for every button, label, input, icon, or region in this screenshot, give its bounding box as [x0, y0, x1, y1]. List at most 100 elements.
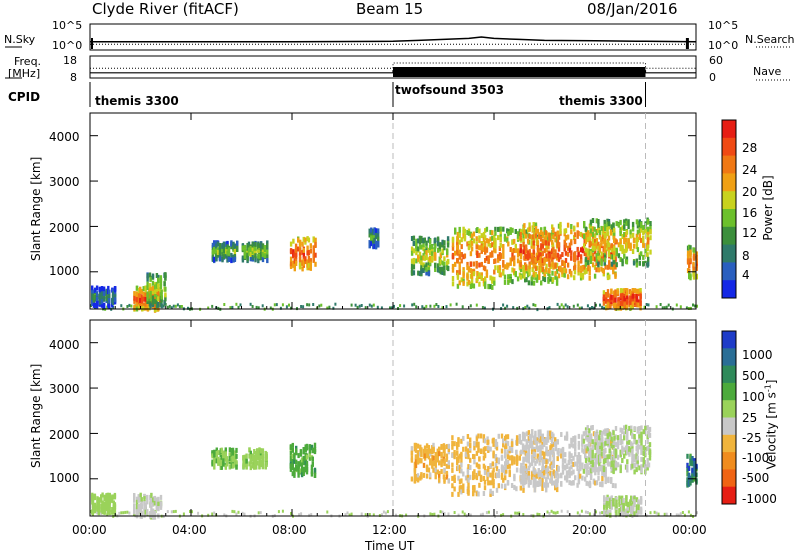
data-cell-blob-10 — [563, 239, 566, 245]
data-cell-blob-2 — [217, 460, 220, 466]
data-cell-blob-8 — [451, 276, 455, 281]
data-cell-blob-2 — [215, 450, 218, 456]
data-cell-blob-3 — [230, 252, 233, 258]
data-cell-blob-2 — [155, 273, 159, 278]
velocity-colorbar-swatch — [722, 452, 736, 470]
data-cell-blob-5 — [416, 473, 420, 479]
data-cell-blob-0 — [111, 507, 114, 512]
data-cell-blob-10 — [528, 222, 531, 228]
data-cell-blob-3 — [218, 243, 222, 248]
data-cell-blob-6 — [489, 480, 492, 486]
data-cell-blob-10 — [540, 264, 543, 270]
data-cell-blob-9 — [502, 270, 505, 276]
ground-scatter-cell — [328, 305, 331, 309]
data-cell-blob-8 — [549, 452, 552, 457]
data-cell-blob-6 — [453, 474, 456, 480]
data-cell-blob-7 — [418, 254, 422, 260]
data-cell-blob-9 — [594, 444, 597, 450]
data-cell-blob-8 — [568, 456, 571, 461]
data-cell-blob-7 — [527, 458, 530, 464]
data-cell-blob-7 — [523, 449, 526, 455]
data-cell-blob-9 — [648, 442, 652, 448]
data-cell-blob-8 — [560, 453, 563, 459]
data-cell-blob-8 — [570, 470, 573, 476]
data-cell-blob-8 — [475, 260, 478, 266]
data-cell-blob-1 — [135, 301, 139, 307]
data-cell-blob-10 — [525, 254, 528, 259]
ground-scatter-cell — [386, 510, 389, 514]
data-cell-blob-8 — [610, 477, 613, 482]
data-cell-blob-10 — [583, 269, 586, 275]
data-cell-blob-10 — [618, 495, 621, 501]
data-cell-blob-10 — [593, 238, 597, 244]
data-cell-blob-7 — [518, 436, 521, 442]
data-cell-blob-8 — [454, 227, 457, 233]
data-cell-blob-0 — [106, 508, 109, 514]
data-cell-blob-10 — [581, 265, 585, 271]
data-cell-blob-7 — [434, 262, 437, 268]
data-cell-blob-0 — [100, 503, 103, 509]
data-cell-blob-9 — [514, 243, 517, 249]
velocity-colorbar-swatch — [722, 469, 736, 488]
data-cell-blob-10 — [564, 250, 568, 256]
data-cell-blob-5 — [432, 455, 435, 461]
data-cell-blob-10 — [532, 263, 535, 269]
data-cell-blob-7 — [446, 266, 450, 272]
data-cell-blob-7 — [515, 435, 519, 441]
data-cell-blob-12 — [637, 289, 640, 294]
data-cell-blob-8 — [541, 473, 544, 479]
data-cell-blob-4 — [251, 246, 254, 252]
time-tick-24: 00:00 — [672, 523, 707, 537]
data-cell-blob-10 — [601, 256, 605, 262]
ground-scatter-cell — [663, 512, 666, 516]
data-cell-blob-9 — [635, 439, 638, 445]
ground-scatter-cell — [546, 510, 549, 514]
data-cell-blob-10 — [563, 272, 566, 278]
ground-scatter-cell — [447, 512, 450, 516]
data-cell-blob-7 — [515, 440, 519, 446]
data-cell-blob-11 — [617, 222, 621, 228]
data-cell-blob-5 — [427, 467, 431, 473]
data-cell-blob-5 — [425, 451, 429, 456]
data-cell-blob-2 — [235, 447, 238, 453]
data-cell-blob-8 — [604, 437, 607, 443]
data-cell-blob-7 — [417, 246, 420, 252]
data-cell-blob-8 — [534, 433, 537, 439]
data-cell-blob-2 — [228, 453, 232, 458]
ground-scatter-cell — [647, 303, 650, 307]
data-cell-blob-8 — [462, 254, 465, 260]
data-cell-blob-7 — [410, 263, 414, 269]
data-cell-blob-9 — [610, 456, 613, 462]
data-cell-blob-10 — [552, 234, 555, 240]
data-cell-blob-9 — [636, 443, 639, 449]
data-cell-blob-8 — [564, 435, 567, 441]
ground-scatter-cell — [522, 513, 525, 516]
data-cell-blob-10 — [639, 499, 643, 505]
data-cell-blob-9 — [626, 459, 629, 465]
ground-scatter-cell — [298, 513, 301, 517]
data-cell-blob-9 — [600, 446, 604, 452]
data-cell-blob-6 — [374, 240, 378, 246]
ground-scatter-cell — [354, 303, 357, 307]
ground-scatter-cell — [536, 512, 539, 516]
data-cell-blob-11 — [689, 475, 692, 481]
data-cell-blob-9 — [594, 453, 597, 459]
data-cell-blob-6 — [492, 437, 495, 443]
data-cell-blob-6 — [462, 446, 465, 452]
ground-scatter-cell — [500, 513, 503, 517]
data-cell-blob-9 — [642, 451, 645, 457]
data-cell-blob-8 — [546, 450, 550, 456]
data-cell-blob-8 — [577, 444, 581, 450]
data-cell-blob-5 — [292, 253, 295, 259]
data-cell-blob-6 — [475, 462, 479, 468]
data-cell-blob-10 — [538, 260, 541, 266]
data-cell-blob-2 — [155, 303, 159, 308]
data-cell-blob-6 — [482, 476, 486, 481]
data-cell-blob-5 — [312, 249, 315, 255]
data-cell-blob-9 — [633, 426, 636, 432]
data-cell-blob-7 — [420, 255, 423, 261]
data-cell-blob-3 — [216, 241, 220, 247]
data-cell-blob-10 — [606, 231, 610, 237]
data-cell-blob-13 — [689, 252, 692, 258]
data-cell-blob-7 — [410, 250, 414, 256]
